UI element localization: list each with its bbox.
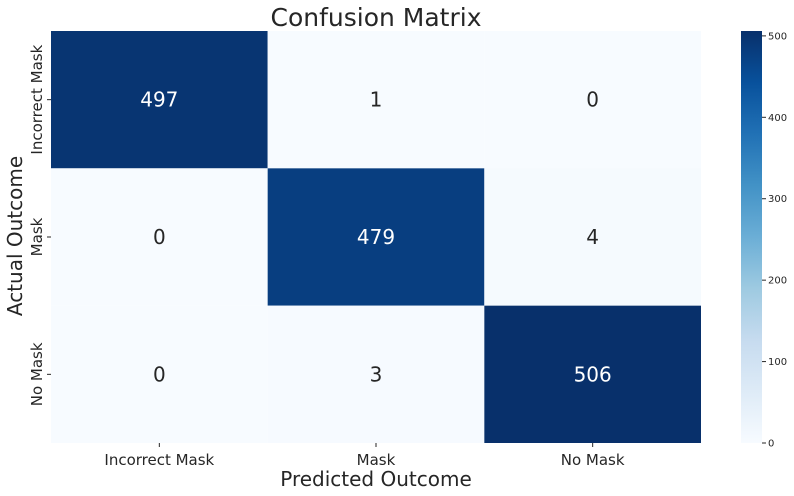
- heatmap-cell: [267, 168, 485, 306]
- x-tick-label: Mask: [357, 451, 396, 469]
- x-axis-label: Predicted Outcome: [280, 467, 472, 491]
- x-tick-label: Incorrect Mask: [104, 451, 214, 469]
- colorbar-tick-label: 100: [768, 357, 787, 368]
- y-tick-label: Mask: [28, 217, 46, 256]
- y-axis-label: Actual Outcome: [3, 156, 27, 316]
- heatmap-cell: [51, 305, 268, 443]
- colorbar-tick-label: 300: [768, 194, 787, 205]
- cell-value-label: 4: [586, 225, 599, 249]
- cell-value-label: 497: [140, 88, 178, 112]
- y-tick-label: Incorrect Mask: [28, 44, 46, 154]
- colorbar-tick-label: 500: [768, 31, 787, 42]
- heatmap-cell: [51, 168, 268, 306]
- cell-value-label: 0: [153, 225, 166, 249]
- colorbar-ticks: 0 100 200 300 400 500: [762, 31, 787, 450]
- colorbar-tick-label: 400: [768, 113, 787, 124]
- cell-value-label: 3: [370, 362, 383, 386]
- cell-value-label: 479: [357, 225, 395, 249]
- colorbar-tick-label: 0: [768, 439, 774, 450]
- heatmap-cell: [267, 305, 485, 443]
- heatmap-cell: [267, 31, 485, 169]
- cell-value-label: 506: [574, 362, 612, 386]
- x-axis-ticks: Incorrect Mask Mask No Mask: [104, 443, 625, 469]
- y-axis-ticks: Incorrect Mask Mask No Mask: [28, 44, 51, 406]
- x-tick-label: No Mask: [561, 451, 625, 469]
- y-tick-label: No Mask: [28, 342, 46, 406]
- cell-value-label: 0: [586, 88, 599, 112]
- colorbar-tick-label: 200: [768, 276, 787, 287]
- cell-value-label: 0: [153, 362, 166, 386]
- colorbar: [741, 31, 762, 443]
- cell-value-label: 1: [370, 88, 383, 112]
- heatmap-cell-labels: 497 1 0 0 479 4 0 3 506: [140, 88, 612, 387]
- heatmap-cell: [484, 168, 701, 306]
- chart-title: Confusion Matrix: [270, 3, 481, 32]
- heatmap-cell: [484, 305, 701, 443]
- heatmap-cell: [484, 31, 701, 169]
- heatmap-cells: [51, 31, 701, 443]
- heatmap-cell: [51, 31, 268, 169]
